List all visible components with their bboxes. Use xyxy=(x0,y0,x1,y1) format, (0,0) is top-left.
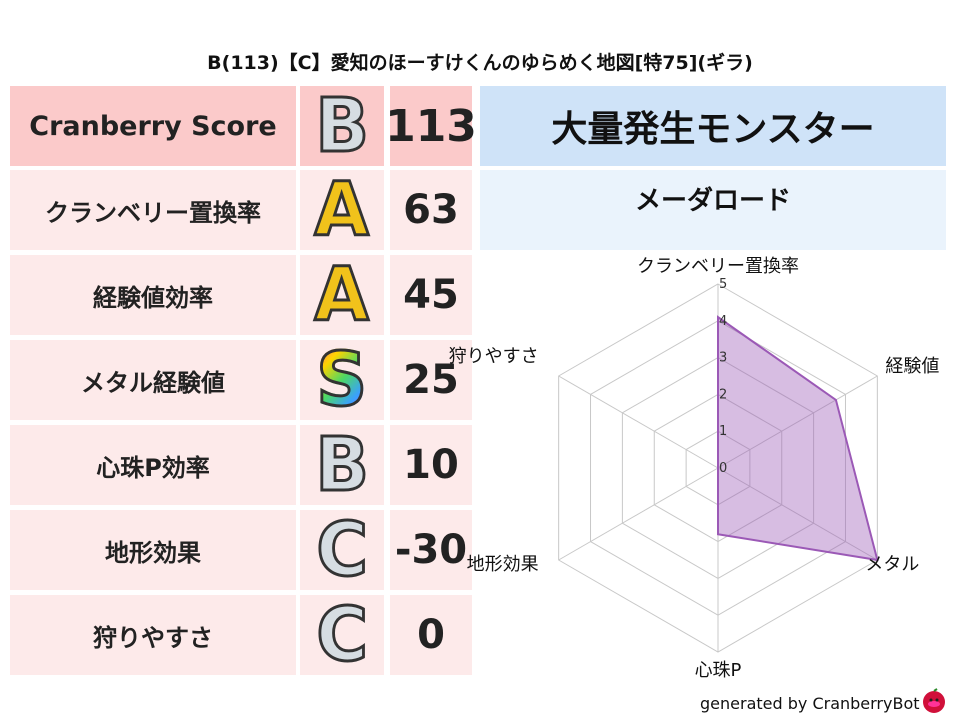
tick-label: 4 xyxy=(719,314,727,329)
grid-spoke xyxy=(558,375,719,469)
axis-label: 地形効果 xyxy=(467,554,539,575)
grade-letter: B xyxy=(314,422,370,508)
grid-spoke xyxy=(717,375,878,469)
row-value: 113 xyxy=(385,86,477,166)
tick-label: 1 xyxy=(719,424,727,439)
axis-label: クランベリー置換率 xyxy=(637,256,799,277)
row-value: 10 xyxy=(390,425,472,505)
row-label: 経験値効率 xyxy=(10,255,296,335)
row-label: 心珠P効率 xyxy=(10,425,296,505)
data-area xyxy=(717,315,879,562)
row-label: Cranberry Score xyxy=(10,86,296,166)
row-value: 0 xyxy=(390,595,472,675)
grade-badge: A xyxy=(300,170,384,250)
tick-label: 3 xyxy=(719,351,727,366)
grade-badge: B xyxy=(300,86,384,166)
row-value: -30 xyxy=(390,510,472,590)
grid-spoke xyxy=(717,467,878,561)
row-label: メタル経験値 xyxy=(10,340,296,420)
grade-badge: B xyxy=(300,425,384,505)
grade-letter: B xyxy=(314,83,370,169)
axis-label: 狩りやすさ xyxy=(449,346,539,367)
grade-badge: C xyxy=(300,595,384,675)
page-title: B(113)【C】愛知のほーすけくんのゆらめく地図[特75](ギラ) xyxy=(207,52,753,74)
monster-name: メーダロード xyxy=(480,170,946,250)
credit-text: generated by CranberryBot xyxy=(700,694,920,713)
grade-badge: A xyxy=(300,255,384,335)
row-value: 25 xyxy=(390,340,472,420)
grade-badge: C xyxy=(300,510,384,590)
grade-letter: A xyxy=(313,252,370,338)
axis-label: メタル xyxy=(865,554,919,575)
row-label: 地形効果 xyxy=(10,510,296,590)
grade-letter: A xyxy=(313,167,370,253)
row-label: 狩りやすさ xyxy=(10,595,296,675)
axis-label: 経験値 xyxy=(885,356,939,377)
grade-letter: C xyxy=(315,507,369,593)
row-value: 63 xyxy=(390,170,472,250)
row-label: クランベリー置換率 xyxy=(10,170,296,250)
grade-letter: C xyxy=(315,592,369,678)
axis-label: 心珠P xyxy=(695,660,742,681)
grade-letter: S xyxy=(315,337,368,423)
cranberry-logo-icon xyxy=(923,688,945,713)
grade-badge: S xyxy=(300,340,384,420)
tick-label: 5 xyxy=(719,277,727,292)
grid-spoke xyxy=(558,467,719,561)
row-value: 45 xyxy=(390,255,472,335)
tick-label: 2 xyxy=(719,387,727,402)
monster-header: 大量発生モンスター xyxy=(480,86,946,166)
tick-label: 0 xyxy=(719,461,727,476)
